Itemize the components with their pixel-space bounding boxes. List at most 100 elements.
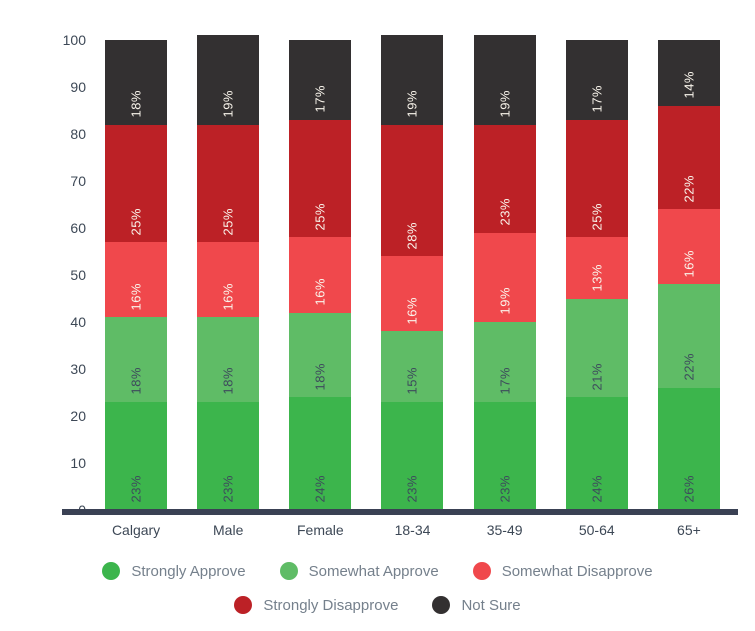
segment-value-label: 13% — [589, 263, 605, 292]
legend-item-label: Somewhat Approve — [308, 562, 439, 580]
bar-65-: 14% 22% 16% 22% 26% — [657, 40, 720, 510]
segment-value-label: 28% — [404, 221, 420, 250]
y-tick-label: 30 — [70, 361, 86, 377]
legend-color-dot-icon — [234, 596, 253, 614]
legend-color-dot-icon — [279, 562, 298, 580]
segment-value-label: 19% — [220, 90, 236, 118]
legend-row: Strongly Approve Somewhat Approve Somewhat… — [0, 556, 755, 586]
legend-color-dot-icon — [102, 562, 121, 580]
segment-strongly-approve: 24% — [565, 397, 628, 510]
segment-value-label: 19% — [404, 90, 420, 118]
legend-color-dot-icon — [472, 562, 491, 580]
segment-value-label: 16% — [312, 278, 328, 306]
segment-strongly-disapprove: 25% — [197, 124, 260, 243]
y-tick-label: 90 — [70, 79, 86, 95]
category-label: 65+ — [677, 522, 701, 538]
segment-not-sure: 17% — [289, 40, 352, 120]
segment-strongly-approve: 23% — [473, 401, 536, 510]
segment-somewhat-approve: 22% — [657, 284, 720, 388]
segment-value-label: 18% — [128, 90, 144, 118]
segment-not-sure: 17% — [565, 40, 628, 120]
legend: Strongly Approve Somewhat Approve Somewhat… — [0, 556, 755, 624]
segment-somewhat-approve: 18% — [105, 317, 168, 402]
bar-35-49: 19% 23% 19% 17% 23% — [473, 35, 536, 510]
segment-value-label: 16% — [404, 296, 420, 325]
segment-somewhat-approve: 21% — [565, 298, 628, 398]
bar-50-64: 17% 25% 13% 21% 24% — [565, 40, 628, 510]
segment-strongly-disapprove: 23% — [473, 124, 536, 233]
segment-value-label: 16% — [128, 282, 144, 311]
segment-value-label: 24% — [312, 475, 328, 503]
segment-somewhat-approve: 17% — [473, 322, 536, 402]
segment-somewhat-disapprove: 13% — [565, 237, 628, 299]
segment-somewhat-disapprove: 16% — [381, 256, 444, 332]
segment-somewhat-disapprove: 19% — [473, 232, 536, 323]
segment-strongly-approve: 23% — [105, 401, 168, 510]
segment-not-sure: 19% — [473, 35, 536, 125]
x-axis-line — [62, 509, 738, 515]
segment-strongly-approve: 23% — [381, 401, 444, 510]
legend-item-somewhat-approve: Somewhat Approve — [279, 562, 439, 580]
y-tick-label: 50 — [70, 267, 86, 283]
segment-somewhat-disapprove: 16% — [289, 237, 352, 313]
segment-value-label: 23% — [220, 475, 236, 503]
y-tick-label: 70 — [70, 173, 86, 189]
segment-strongly-disapprove: 22% — [657, 105, 720, 210]
legend-item-label: Strongly Disapprove — [263, 596, 399, 614]
segment-value-label: 17% — [589, 85, 605, 113]
segment-value-label: 16% — [681, 249, 697, 278]
segment-strongly-approve: 23% — [197, 401, 260, 510]
segment-somewhat-approve: 15% — [381, 331, 444, 402]
segment-value-label: 26% — [681, 475, 697, 503]
segment-somewhat-disapprove: 16% — [657, 209, 720, 285]
segment-not-sure: 18% — [105, 40, 168, 125]
y-axis: 0102030405060708090100 — [40, 32, 86, 518]
segment-somewhat-disapprove: 16% — [197, 242, 260, 318]
segment-value-label: 19% — [497, 287, 513, 316]
segment-somewhat-approve: 18% — [289, 312, 352, 398]
segment-strongly-disapprove: 25% — [289, 119, 352, 238]
segment-value-label: 22% — [681, 353, 697, 381]
segment-value-label: 18% — [220, 367, 236, 395]
segment-value-label: 24% — [589, 475, 605, 503]
segment-value-label: 18% — [128, 367, 144, 395]
segment-strongly-disapprove: 25% — [565, 119, 628, 238]
y-tick-label: 10 — [70, 455, 86, 471]
category-label: 35-49 — [486, 522, 523, 538]
segment-strongly-approve: 24% — [289, 397, 352, 510]
category-label: Male — [213, 522, 244, 538]
segment-value-label: 17% — [312, 85, 328, 113]
segment-strongly-approve: 26% — [657, 387, 720, 510]
bar-female: 17% 25% 16% 18% 24% — [289, 40, 352, 510]
segment-value-label: 19% — [497, 90, 513, 118]
legend-item-label: Somewhat Disapprove — [501, 562, 653, 580]
category-label: Calgary — [111, 522, 161, 538]
y-tick-label: 20 — [70, 408, 86, 424]
segment-value-label: 25% — [128, 207, 144, 236]
segment-value-label: 21% — [589, 362, 605, 391]
segment-value-label: 25% — [589, 202, 605, 231]
segment-value-label: 22% — [681, 174, 697, 203]
segment-somewhat-approve: 18% — [197, 317, 260, 402]
bar-18-34: 19% 28% 16% 15% 23% — [381, 35, 444, 510]
segment-not-sure: 14% — [657, 40, 720, 106]
bar-calgary: 18% 25% 16% 18% 23% — [105, 40, 168, 510]
segment-somewhat-disapprove: 16% — [105, 242, 168, 318]
segment-value-label: 18% — [312, 362, 328, 391]
legend-item-label: Not Sure — [461, 596, 521, 614]
category-label: 18-34 — [394, 522, 431, 538]
segment-strongly-disapprove: 25% — [105, 124, 168, 243]
x-axis-labels: Calgary Male Female 18-34 35-49 50-64 65+ — [90, 522, 735, 538]
bar-male: 19% 25% 16% 18% 23% — [197, 35, 260, 510]
segment-not-sure: 19% — [197, 35, 260, 125]
segment-value-label: 23% — [497, 198, 513, 226]
legend-item-strongly-approve: Strongly Approve — [102, 562, 246, 580]
y-tick-label: 40 — [70, 314, 86, 330]
legend-row: Strongly Disapprove Not Sure — [0, 590, 755, 620]
segment-not-sure: 19% — [381, 35, 444, 125]
segment-value-label: 17% — [497, 367, 513, 395]
y-tick-label: 80 — [70, 126, 86, 142]
plot-area: 18% 25% 16% 18% 23% 19% 25% 16% 18% 23% 17% 25% 16% 1… — [90, 35, 735, 510]
legend-item-not-sure: Not Sure — [432, 596, 521, 614]
